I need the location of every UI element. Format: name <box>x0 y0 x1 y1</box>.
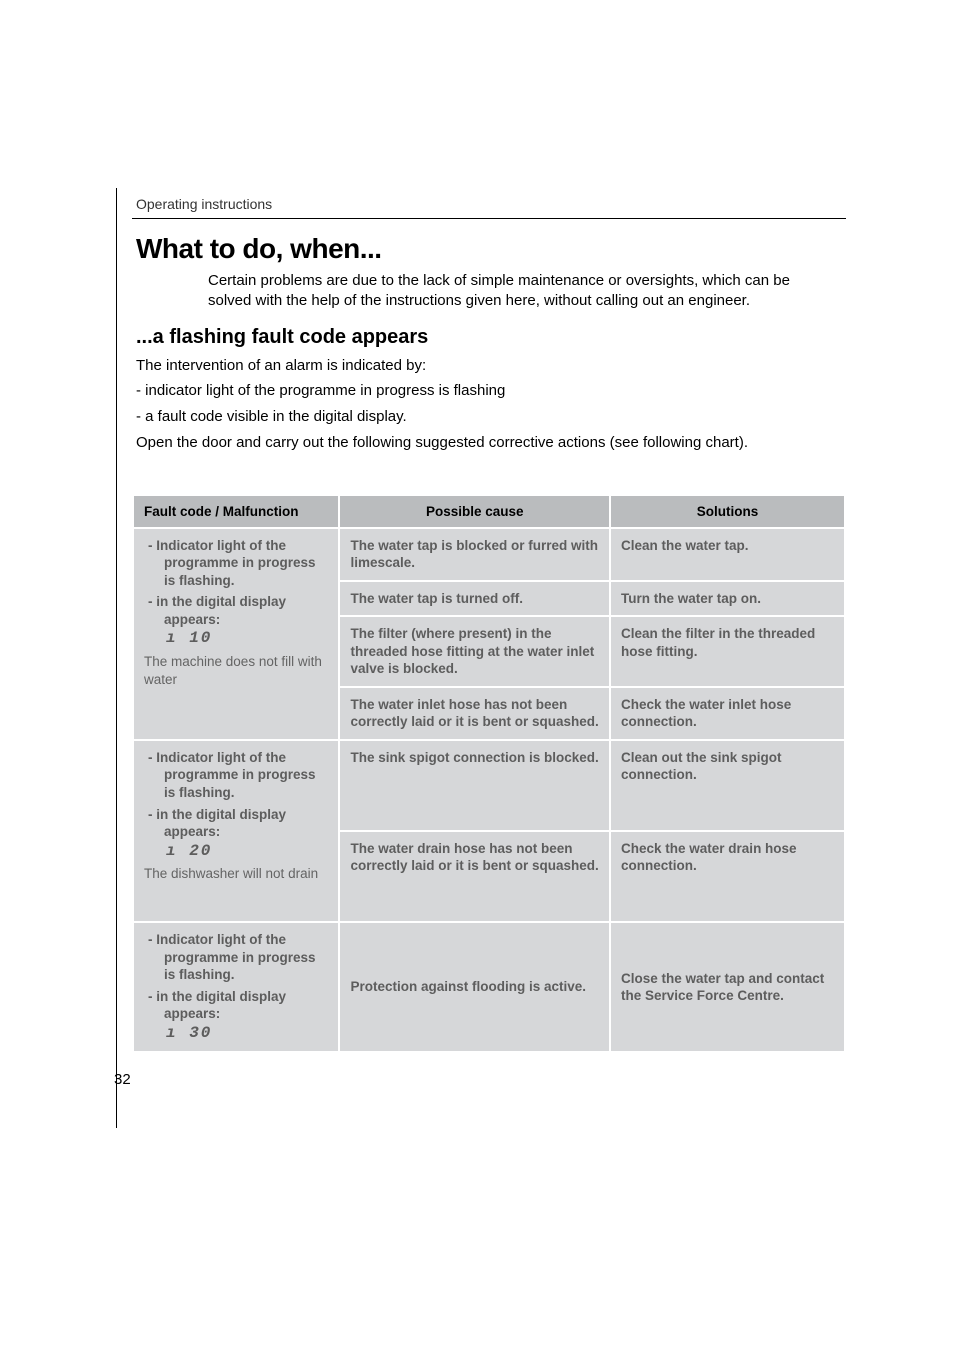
g2-flash: is flashing. <box>156 785 235 800</box>
g2-prog: programme in progress <box>156 767 316 782</box>
solution-cell: Check the water inlet hose connection. <box>610 687 845 740</box>
col-fault: Fault code / Malfunction <box>133 495 339 528</box>
solution-cell: Clean the water tap. <box>610 528 845 581</box>
body-line-1: The intervention of an alarm is indicate… <box>136 355 846 377</box>
g1-note: The machine does not fill with water <box>144 653 328 688</box>
g2-note: The dishwasher will not drain <box>144 865 328 883</box>
page-container: Operating instructions What to do, when.… <box>0 0 954 1128</box>
g2-appears: appears: <box>156 824 220 839</box>
table-row: - Indicator light of the programme in pr… <box>133 740 845 831</box>
body-line-2: - indicator light of the programme in pr… <box>136 380 846 402</box>
left-margin-rule <box>116 188 117 1128</box>
fault-cell-i30: - Indicator light of the programme in pr… <box>133 922 339 1053</box>
g1-ind: - Indicator light of the <box>148 538 286 553</box>
cause-cell: The filter (where present) in the thread… <box>339 616 610 687</box>
g2-code: ı 20 <box>174 841 212 862</box>
g1-flash: is flashing. <box>156 573 235 588</box>
body-line-3: - a fault code visible in the digital di… <box>136 406 846 428</box>
body-line-4: Open the door and carry out the followin… <box>136 432 846 454</box>
solution-cell: Close the water tap and contact the Serv… <box>610 922 845 1053</box>
solution-cell: Clean the filter in the threaded hose fi… <box>610 616 845 687</box>
cause-cell: The water tap is turned off. <box>339 581 610 617</box>
solution-cell: Clean out the sink spigot connection. <box>610 740 845 831</box>
g3-code: ı 30 <box>174 1023 212 1044</box>
col-cause: Possible cause <box>339 495 610 528</box>
g3-ind: - Indicator light of the <box>148 932 286 947</box>
running-head: Operating instructions <box>132 196 846 219</box>
intro-paragraph: Certain problems are due to the lack of … <box>208 271 826 312</box>
g2-disp: - in the digital display <box>148 807 286 822</box>
cause-cell: The water drain hose has not been correc… <box>339 831 610 922</box>
page-title: What to do, when... <box>136 233 846 265</box>
table-row: - Indicator light of the programme in pr… <box>133 528 845 581</box>
cause-cell: The sink spigot connection is blocked. <box>339 740 610 831</box>
g3-flash: is flashing. <box>156 967 235 982</box>
table-row: - Indicator light of the programme in pr… <box>133 922 845 1053</box>
solution-cell: Check the water drain hose connection. <box>610 831 845 922</box>
fault-cell-i20: - Indicator light of the programme in pr… <box>133 740 339 922</box>
g3-prog: programme in progress <box>156 950 316 965</box>
g1-prog: programme in progress <box>156 555 316 570</box>
solution-cell: Turn the water tap on. <box>610 581 845 617</box>
page-number: 32 <box>114 1071 846 1088</box>
g3-appears: appears: <box>156 1006 220 1021</box>
col-solution: Solutions <box>610 495 845 528</box>
section-heading: ...a flashing fault code appears <box>136 326 846 349</box>
cause-cell: Protection against flooding is active. <box>339 922 610 1053</box>
fault-cell-i10: - Indicator light of the programme in pr… <box>133 528 339 740</box>
g1-code: ı 10 <box>174 628 212 649</box>
table-header-row: Fault code / Malfunction Possible cause … <box>133 495 845 528</box>
cause-cell: The water tap is blocked or furred with … <box>339 528 610 581</box>
g3-disp: - in the digital display <box>148 989 286 1004</box>
fault-table: Fault code / Malfunction Possible cause … <box>132 494 846 1054</box>
g2-ind: - Indicator light of the <box>148 750 286 765</box>
g1-appears: appears: <box>156 612 220 627</box>
g1-disp: - in the digital display <box>148 594 286 609</box>
cause-cell: The water inlet hose has not been correc… <box>339 687 610 740</box>
